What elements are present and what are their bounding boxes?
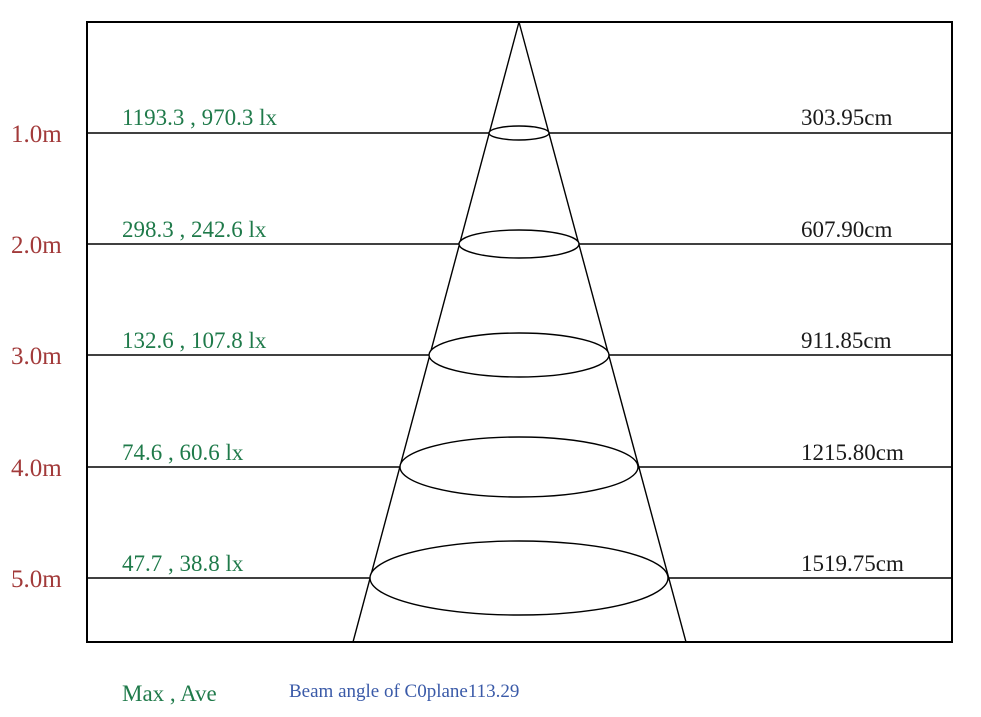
diameter-label: 303.95cm: [801, 105, 892, 130]
beam-ellipse-1: [488, 125, 550, 141]
distance-label: 1.0m: [11, 121, 62, 148]
illuminance-label: 298.3 , 242.6 lx: [122, 217, 267, 242]
cone-right-edge: [518, 21, 687, 643]
distance-label: 3.0m: [11, 343, 62, 370]
beam-ellipse-3: [428, 332, 610, 378]
beam-ellipse-2: [458, 229, 580, 259]
beam-ellipse-4: [399, 436, 639, 498]
diameter-label: 911.85cm: [801, 328, 892, 353]
cone-left-edge: [352, 21, 520, 643]
illuminance-label: 74.6 , 60.6 lx: [122, 440, 244, 465]
illuminance-label: 1193.3 , 970.3 lx: [122, 105, 278, 130]
beam-ellipse-5: [369, 540, 669, 616]
diameter-label: 1215.80cm: [801, 440, 904, 465]
distance-label: 4.0m: [11, 455, 62, 482]
diameter-label: 607.90cm: [801, 217, 892, 242]
legend-max-ave: Max , Ave: [122, 681, 217, 706]
diameter-label: 1519.75cm: [801, 551, 904, 576]
beam-angle-caption: Beam angle of C0plane113.29: [289, 681, 519, 702]
illuminance-label: 47.7 , 38.8 lx: [122, 551, 244, 576]
distance-label: 2.0m: [11, 232, 62, 259]
illuminance-label: 132.6 , 107.8 lx: [122, 328, 267, 353]
distance-label: 5.0m: [11, 566, 62, 593]
